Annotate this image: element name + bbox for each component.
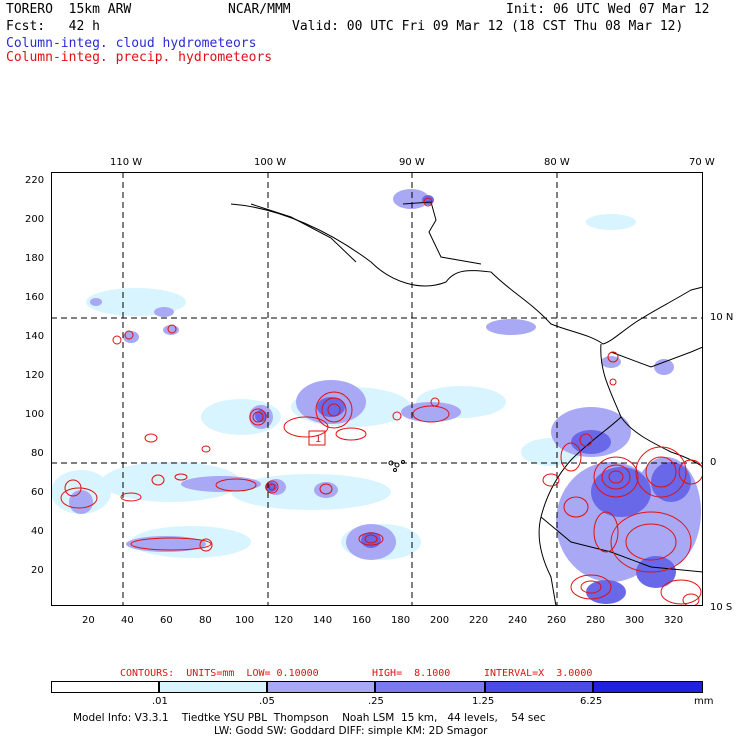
- y-tick-40: 40: [31, 526, 44, 537]
- x-tick-200: 200: [430, 615, 450, 626]
- cloud-shading-light: [51, 214, 636, 560]
- max-label-box: [308, 430, 326, 446]
- colorbar-segment-5: [593, 681, 703, 693]
- x-tick-180: 180: [391, 615, 411, 626]
- colorbar-label-025: .25: [368, 696, 384, 707]
- x-tick-220: 220: [469, 615, 489, 626]
- y-tick-60: 60: [31, 487, 44, 498]
- x-tick-100: 100: [235, 615, 255, 626]
- x-tick-60: 60: [160, 615, 173, 626]
- x-tick-40: 40: [121, 615, 134, 626]
- colorbar-segment-2: [267, 681, 375, 693]
- x-tick-20: 20: [82, 615, 95, 626]
- field-label-cloud: Column-integ. cloud hydrometeors: [6, 36, 257, 51]
- precip-contours: [60, 197, 703, 606]
- colorbar-label-001: .01: [152, 696, 168, 707]
- lon-label-80w: 80 W: [544, 157, 570, 168]
- colorbar-label-125: 1.25: [472, 696, 495, 707]
- lon-label-110w: 110 W: [110, 157, 143, 168]
- contours-units: CONTOURS: UNITS=mm LOW= 0.10000: [120, 668, 319, 679]
- colorbar-segment-0: [51, 681, 159, 693]
- latlon-grid: [51, 172, 703, 606]
- organization-label: NCAR/MMM: [228, 2, 291, 17]
- contours-interval: INTERVAL=X 3.0000: [484, 668, 593, 679]
- x-tick-260: 260: [547, 615, 567, 626]
- y-tick-140: 140: [25, 331, 45, 342]
- colorbar-segment-4: [485, 681, 593, 693]
- y-tick-20: 20: [31, 565, 44, 576]
- x-tick-80: 80: [199, 615, 212, 626]
- x-tick-320: 320: [664, 615, 684, 626]
- x-tick-140: 140: [313, 615, 333, 626]
- y-tick-200: 200: [25, 214, 45, 225]
- max-label-text: 1: [315, 434, 321, 445]
- x-tick-300: 300: [625, 615, 645, 626]
- y-tick-160: 160: [25, 292, 45, 303]
- lat-label-0: 0: [710, 457, 717, 468]
- colorbar-segment-1: [159, 681, 267, 693]
- y-tick-180: 180: [25, 253, 45, 264]
- colorbar-label-005: .05: [259, 696, 275, 707]
- map-plot: 1: [51, 172, 703, 606]
- field-label-precip: Column-integ. precip. hydrometeors: [6, 50, 273, 65]
- y-tick-80: 80: [31, 448, 44, 459]
- init-time: Init: 06 UTC Wed 07 Mar 12: [506, 2, 710, 17]
- lat-label-10s: 10 S: [710, 602, 733, 613]
- y-tick-120: 120: [25, 370, 45, 381]
- lat-label-10n: 10 N: [710, 312, 734, 323]
- colorbar-segment-3: [375, 681, 485, 693]
- y-tick-220: 220: [25, 175, 45, 186]
- model-info-line1: Model Info: V3.3.1 Tiedtke YSU PBL Thomp…: [73, 712, 546, 724]
- colorbar-unit: mm: [694, 696, 714, 707]
- model-info-line2: LW: Godd SW: Goddard DIFF: simple KM: 2D…: [214, 725, 488, 737]
- lon-label-100w: 100 W: [254, 157, 287, 168]
- map-frame: [51, 172, 703, 606]
- x-tick-240: 240: [508, 615, 528, 626]
- forecast-hour: Fcst: 42 h: [6, 19, 100, 34]
- x-tick-120: 120: [274, 615, 294, 626]
- lon-label-70w: 70 W: [689, 157, 715, 168]
- model-title: TORERO 15km ARW: [6, 2, 132, 17]
- colorbar-label-625: 6.25: [580, 696, 603, 707]
- x-tick-160: 160: [352, 615, 372, 626]
- contours-high: HIGH= 8.1000: [372, 668, 451, 679]
- valid-time: Valid: 00 UTC Fri 09 Mar 12 (18 CST Thu …: [292, 19, 684, 34]
- x-tick-280: 280: [586, 615, 606, 626]
- y-tick-100: 100: [25, 409, 45, 420]
- lon-label-90w: 90 W: [399, 157, 425, 168]
